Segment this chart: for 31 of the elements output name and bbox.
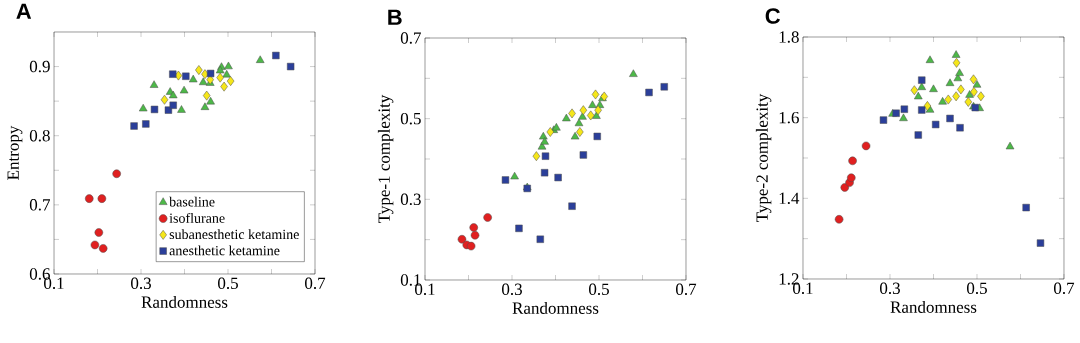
legend-label: anesthetic ketamine [169,245,280,256]
legend-label: isoflurane [169,212,225,223]
y-tick-label: 1.4 [779,192,800,205]
x-tick-label: 0.3 [502,283,522,296]
x-axis-title: Randomness [512,301,599,314]
y-axis-title: Type-2 complexity [755,93,772,222]
legend-label: subanesthetic ketamine [169,229,299,240]
chart-title: A [16,3,32,19]
y-axis-title: Entropy [7,125,23,180]
y-tick-label: 1.8 [779,31,799,43]
x-tick-label: 0.7 [676,283,697,296]
x-tick-label: 0.3 [131,277,151,290]
y-tick-label: 0.7 [400,32,421,44]
x-axis-title: Randomness [141,295,228,308]
x-tick-label: 0.5 [589,283,609,296]
x-tick-label: 0.5 [218,277,238,290]
x-tick-label: 0.3 [880,282,900,295]
y-tick-label: 0.7 [29,199,50,211]
y-tick-label: 0.5 [400,112,421,125]
x-tick-label: 0.7 [305,277,326,290]
y-tick-label: 0.9 [29,60,50,73]
chart-title: B [388,9,402,25]
y-axis-title: Type-1 complexity [377,94,394,223]
x-tick-label: 0.5 [967,282,987,295]
chart-title: C [765,8,781,24]
x-tick-label: 0.7 [1054,282,1075,295]
legend-label: baseline [169,196,215,207]
y-tick-label: 0.8 [29,129,50,142]
y-tick-label: 1.6 [779,111,799,124]
y-tick-label: 0.3 [400,193,421,206]
x-axis-title: Randomness [890,300,977,313]
